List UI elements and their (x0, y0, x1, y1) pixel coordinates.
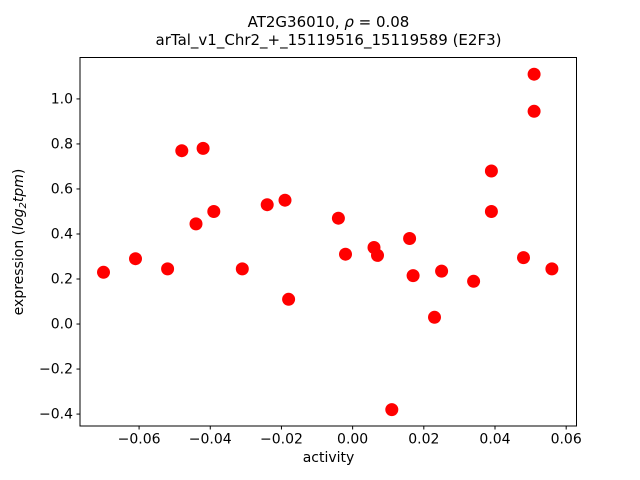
chart-title-line1: AT2G36010, ρ = 0.08 (80, 13, 577, 31)
data-point (371, 248, 384, 262)
x-tick-label: −0.04 (189, 432, 232, 448)
data-point (189, 217, 203, 231)
x-tick-label: 0.06 (551, 432, 582, 448)
data-point (278, 193, 292, 207)
y-tick-label: 0.2 (51, 272, 73, 288)
y-tick-label: 0.4 (51, 226, 73, 242)
data-point (97, 265, 110, 279)
data-point (207, 205, 221, 218)
data-point (282, 292, 296, 306)
x-tick-label: −0.02 (260, 432, 303, 448)
title-rho-symbol: ρ (344, 13, 354, 31)
data-point (260, 198, 274, 212)
x-axis-label: activity (302, 450, 355, 466)
data-point (235, 262, 249, 276)
data-point (129, 252, 142, 266)
y-tick-label: −0.2 (39, 362, 73, 378)
x-tick-label: −0.06 (118, 432, 161, 448)
data-point (517, 251, 530, 265)
data-point (428, 310, 441, 324)
y-tick-label: 0.8 (51, 136, 73, 152)
y-tick-label: 0.0 (51, 317, 73, 333)
data-point (196, 141, 210, 155)
x-tick-label: 0.00 (337, 432, 368, 448)
plot-border (79, 57, 577, 427)
x-tick-label: 0.02 (408, 432, 439, 448)
data-point (175, 144, 189, 158)
data-point (484, 164, 498, 178)
title-gene-id: AT2G36010, (247, 13, 345, 31)
data-point (331, 211, 345, 225)
chart-title-line2: arTal_v1_Chr2_+_15119516_15119589 (E2F3) (155, 31, 502, 49)
data-point (403, 232, 417, 245)
y-tick-label: 0.6 (51, 181, 73, 197)
data-point (467, 274, 481, 288)
chart-title: AT2G36010, ρ = 0.08 arTal_v1_Chr2_+_1511… (80, 13, 577, 49)
data-point (161, 262, 175, 276)
data-point (527, 104, 541, 118)
data-point (545, 262, 559, 276)
data-point (385, 403, 399, 417)
title-rho-value: = 0.08 (353, 13, 410, 31)
data-point (339, 247, 352, 261)
y-tick-label: −0.4 (39, 407, 73, 423)
data-point (406, 269, 420, 283)
x-tick-label: 0.04 (479, 432, 510, 448)
data-point (435, 264, 449, 278)
y-tick-label: 1.0 (51, 91, 73, 107)
data-point (484, 205, 498, 218)
data-point (527, 67, 541, 81)
